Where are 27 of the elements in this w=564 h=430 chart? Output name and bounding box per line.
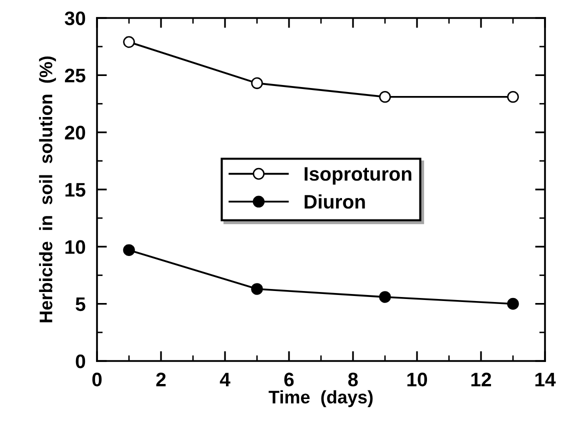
point — [379, 90, 391, 103]
x-tick-label: 12 — [471, 372, 492, 386]
x-tick-label: 2 — [156, 372, 166, 386]
y-tick-label: 20 — [64, 126, 86, 140]
x-axis-title: Time (days) — [268, 390, 373, 408]
x-tick-label: 14 — [535, 372, 556, 386]
y-tick-label: 10 — [65, 240, 86, 254]
y-tick-label: 0 — [76, 354, 86, 368]
legend-label: Isoproturon — [304, 167, 412, 185]
x-tick-label: 8 — [348, 372, 358, 386]
x-tick-label: 4 — [220, 372, 230, 386]
x-tick-label: 10 — [407, 372, 428, 386]
point — [251, 77, 263, 90]
point — [507, 90, 519, 103]
x-tick-label: 6 — [284, 372, 294, 386]
y-axis-title: Herbicide in soil solution (%) — [39, 56, 56, 322]
point — [379, 291, 391, 303]
y-tick-label: 5 — [76, 298, 86, 312]
x-tick-label: 0 — [92, 372, 102, 386]
point — [251, 283, 263, 295]
y-tick-label: 15 — [65, 183, 86, 197]
legend-label: Diuron — [304, 194, 365, 209]
y-tick-label: 25 — [64, 68, 86, 82]
point — [123, 244, 135, 256]
point — [123, 36, 135, 48]
y-tick-label: 30 — [64, 11, 86, 26]
point — [507, 298, 519, 310]
